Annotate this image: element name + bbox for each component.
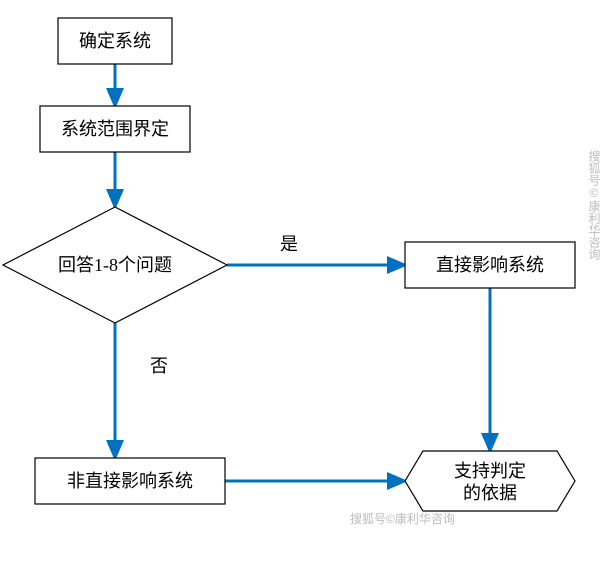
- svg-text:非直接影响系统: 非直接影响系统: [67, 471, 193, 491]
- node-n2: 系统范围界定: [40, 106, 190, 152]
- svg-text:确定系统: 确定系统: [79, 31, 151, 51]
- node-n5: 非直接影响系统: [35, 458, 225, 504]
- node-n4: 直接影响系统: [405, 242, 575, 288]
- svg-text:系统范围界定: 系统范围界定: [61, 119, 169, 139]
- node-n3: 回答1-8个问题: [3, 207, 227, 323]
- svg-text:回答1-8个问题: 回答1-8个问题: [58, 255, 172, 275]
- node-n1: 确定系统: [58, 18, 172, 64]
- edge-label-e4: 否: [150, 356, 168, 376]
- svg-text:支持判定: 支持判定: [454, 461, 526, 481]
- node-n6: 支持判定的依据: [405, 451, 575, 511]
- edge-label-e3: 是: [280, 234, 298, 254]
- svg-text:的依据: 的依据: [463, 483, 517, 503]
- svg-text:直接影响系统: 直接影响系统: [436, 255, 544, 275]
- flowchart: 是否 确定系统系统范围界定回答1-8个问题 直接影响系统非直接影响系统 支持判定的依据: [0, 0, 601, 588]
